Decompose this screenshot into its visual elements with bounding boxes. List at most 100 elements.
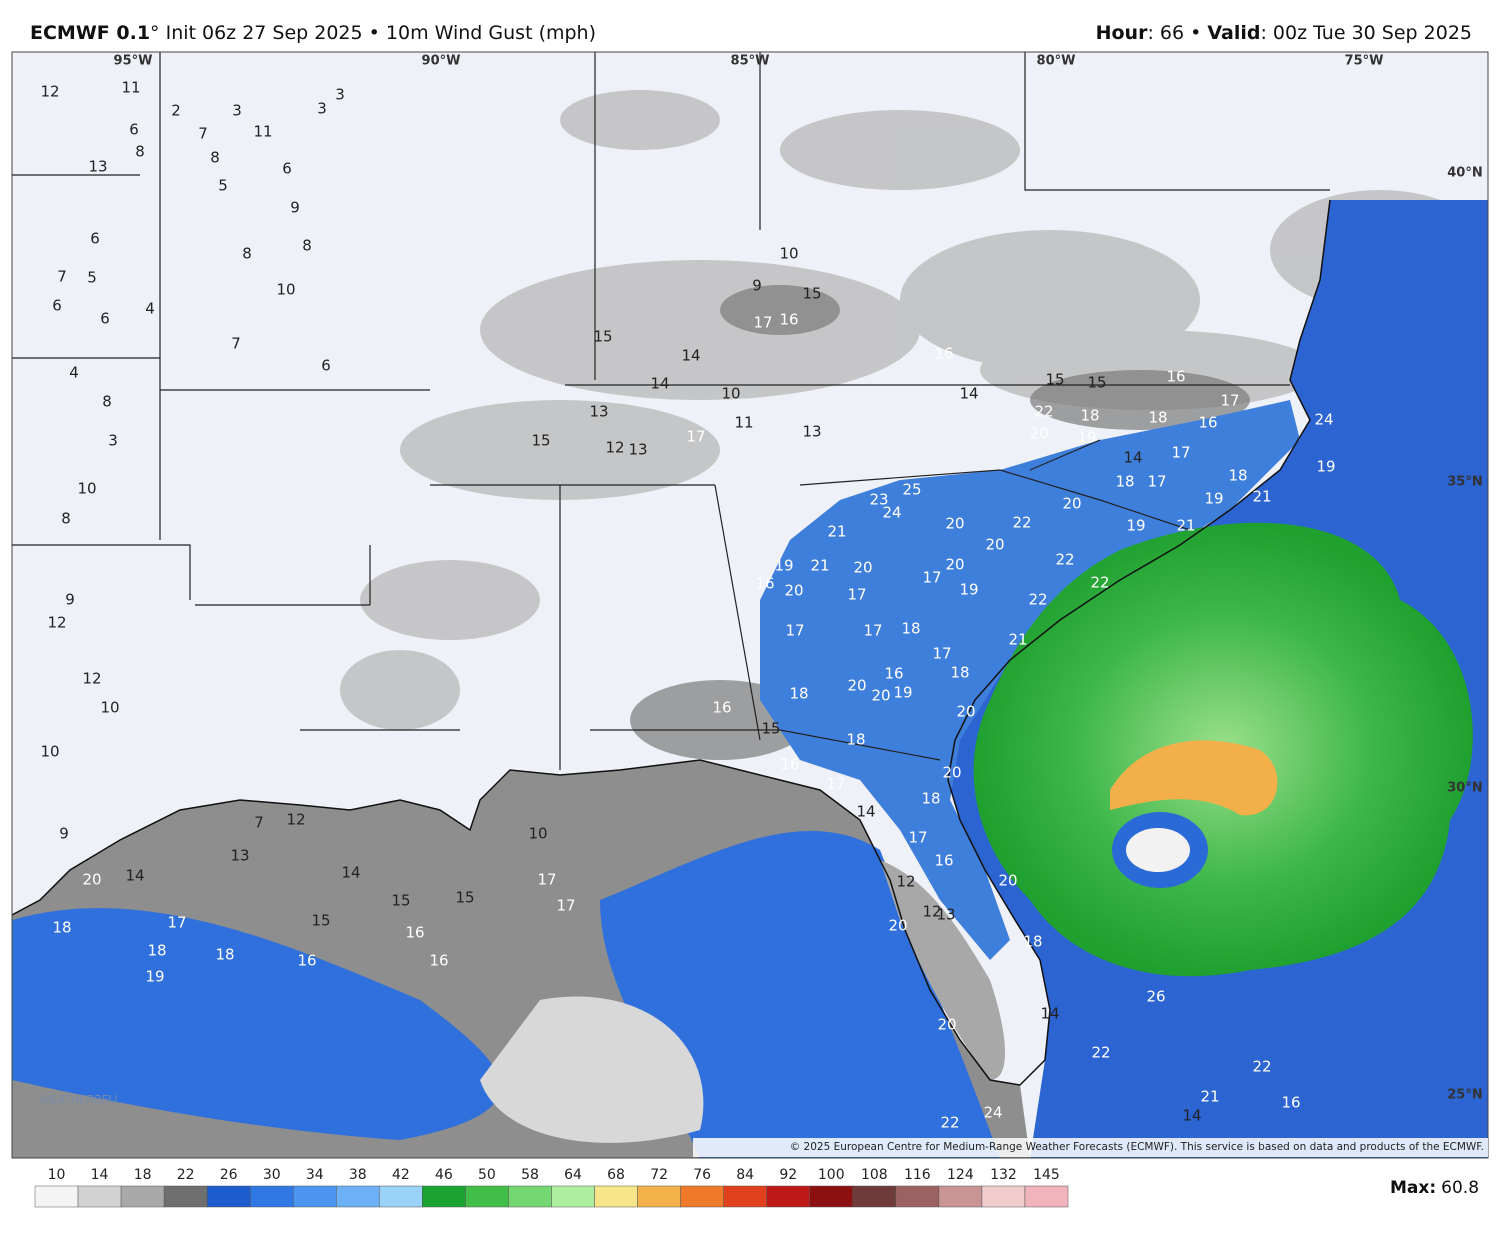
station-value: 17 xyxy=(1220,392,1239,410)
colorbar-swatch xyxy=(422,1185,466,1208)
station-value: 24 xyxy=(983,1104,1002,1122)
colorbar-label: 108 xyxy=(861,1167,888,1183)
station-value: 19 xyxy=(1077,429,1096,447)
station-value: 19 xyxy=(893,684,912,702)
station-value: 17 xyxy=(908,829,927,847)
station-value: 22 xyxy=(1252,1058,1271,1076)
colorbar-label: 76 xyxy=(693,1167,711,1183)
header-left: ECMWF 0.1° Init 06z 27 Sep 2025 • 10m Wi… xyxy=(30,22,596,44)
colorbar-swatch xyxy=(852,1185,897,1208)
colorbar-label: 18 xyxy=(134,1167,152,1183)
latitude-label: 40°N xyxy=(1447,166,1482,181)
station-value: 20 xyxy=(784,582,803,600)
station-value: 20 xyxy=(1029,425,1048,443)
station-value: 17 xyxy=(826,775,845,793)
model: ECMWF 0.1 xyxy=(30,22,150,44)
colorbar-swatch xyxy=(594,1185,638,1208)
colorbar-label: 100 xyxy=(818,1167,845,1183)
station-value: 17 xyxy=(686,428,705,446)
colorbar-swatch xyxy=(163,1185,208,1208)
station-value: 15 xyxy=(1087,374,1106,392)
colorbar-swatch xyxy=(249,1185,294,1208)
station-value: 20 xyxy=(945,515,964,533)
colorbar-swatch xyxy=(938,1185,983,1208)
station-value: 13 xyxy=(802,423,821,441)
colorbar-swatch xyxy=(1024,1185,1069,1208)
station-value: 18 xyxy=(1148,409,1167,427)
station-value: 21 xyxy=(1176,517,1195,535)
station-value: 17 xyxy=(167,914,186,932)
station-value: 10 xyxy=(40,743,59,761)
colorbar-swatch xyxy=(723,1185,767,1208)
latitude-label: 30°N xyxy=(1447,781,1482,796)
station-value: 16 xyxy=(429,952,448,970)
eye xyxy=(1126,828,1190,872)
colorbar-label: 22 xyxy=(177,1167,195,1183)
max-colon: : xyxy=(1429,1178,1436,1198)
station-value: 11 xyxy=(253,123,272,141)
station-value: 15 xyxy=(455,889,474,907)
map-frame xyxy=(11,51,1489,1159)
colorbar-label: 30 xyxy=(263,1167,281,1183)
station-value: 13 xyxy=(88,158,107,176)
max-label: Max xyxy=(1390,1178,1429,1198)
colorbar-label: 145 xyxy=(1033,1167,1060,1183)
colorbar-swatch xyxy=(508,1185,552,1208)
valid-label: Valid xyxy=(1207,22,1260,44)
station-value: 8 xyxy=(210,149,220,167)
station-value: 23 xyxy=(869,491,888,509)
station-value: 16 xyxy=(884,665,903,683)
station-value: 4 xyxy=(145,300,155,318)
colorbar-swatch xyxy=(379,1185,423,1208)
station-value: 9 xyxy=(65,591,75,609)
station-value: 16 xyxy=(297,952,316,970)
state-borders xyxy=(12,52,1330,770)
station-value: 7 xyxy=(231,335,241,353)
colorbar-label: 34 xyxy=(306,1167,324,1183)
station-value: 13 xyxy=(936,906,955,924)
station-value: 20 xyxy=(847,677,866,695)
station-value: 20 xyxy=(937,1016,956,1034)
station-value: 12 xyxy=(82,670,101,688)
station-value: 21 xyxy=(827,523,846,541)
colorbar-label: 46 xyxy=(435,1167,453,1183)
station-value: 18 xyxy=(789,685,808,703)
colorbar-swatch xyxy=(809,1185,854,1208)
station-value: 14 xyxy=(959,385,978,403)
station-value: 20 xyxy=(888,917,907,935)
station-value: 17 xyxy=(537,871,556,889)
station-value: 18 xyxy=(1115,473,1134,491)
station-value: 18 xyxy=(1080,407,1099,425)
station-value: 17 xyxy=(785,622,804,640)
station-value: 5 xyxy=(87,269,97,287)
station-value: 14 xyxy=(681,347,700,365)
station-value: 16 xyxy=(1166,368,1185,386)
longitude-label: 75°W xyxy=(1345,54,1384,69)
florida xyxy=(880,860,1005,1080)
valid: : 00z Tue 30 Sep 2025 xyxy=(1260,22,1472,44)
copyright: © 2025 European Centre for Medium-Range … xyxy=(790,1141,1484,1153)
hour: : 66 • xyxy=(1147,22,1201,44)
station-value: 21 xyxy=(810,557,829,575)
station-value: 16 xyxy=(755,575,774,593)
colorbar-swatch xyxy=(981,1185,1026,1208)
station-value: 12 xyxy=(605,439,624,457)
station-value: 19 xyxy=(1316,458,1335,476)
station-value: 10 xyxy=(276,281,295,299)
station-value: 14 xyxy=(125,867,144,885)
station-value: 15 xyxy=(311,912,330,930)
colorbar-label: 58 xyxy=(521,1167,539,1183)
station-value: 15 xyxy=(802,285,821,303)
colorbar-label: 132 xyxy=(990,1167,1017,1183)
station-value: 10 xyxy=(77,480,96,498)
station-value: 6 xyxy=(129,121,139,139)
colorbar-label: 38 xyxy=(349,1167,367,1183)
station-value: 12 xyxy=(922,903,941,921)
station-value: 7 xyxy=(254,814,264,832)
station-value: 19 xyxy=(1204,490,1223,508)
station-value: 3 xyxy=(108,432,118,450)
station-value: 8 xyxy=(302,237,312,255)
station-value: 18 xyxy=(950,664,969,682)
station-value: 22 xyxy=(1091,1044,1110,1062)
